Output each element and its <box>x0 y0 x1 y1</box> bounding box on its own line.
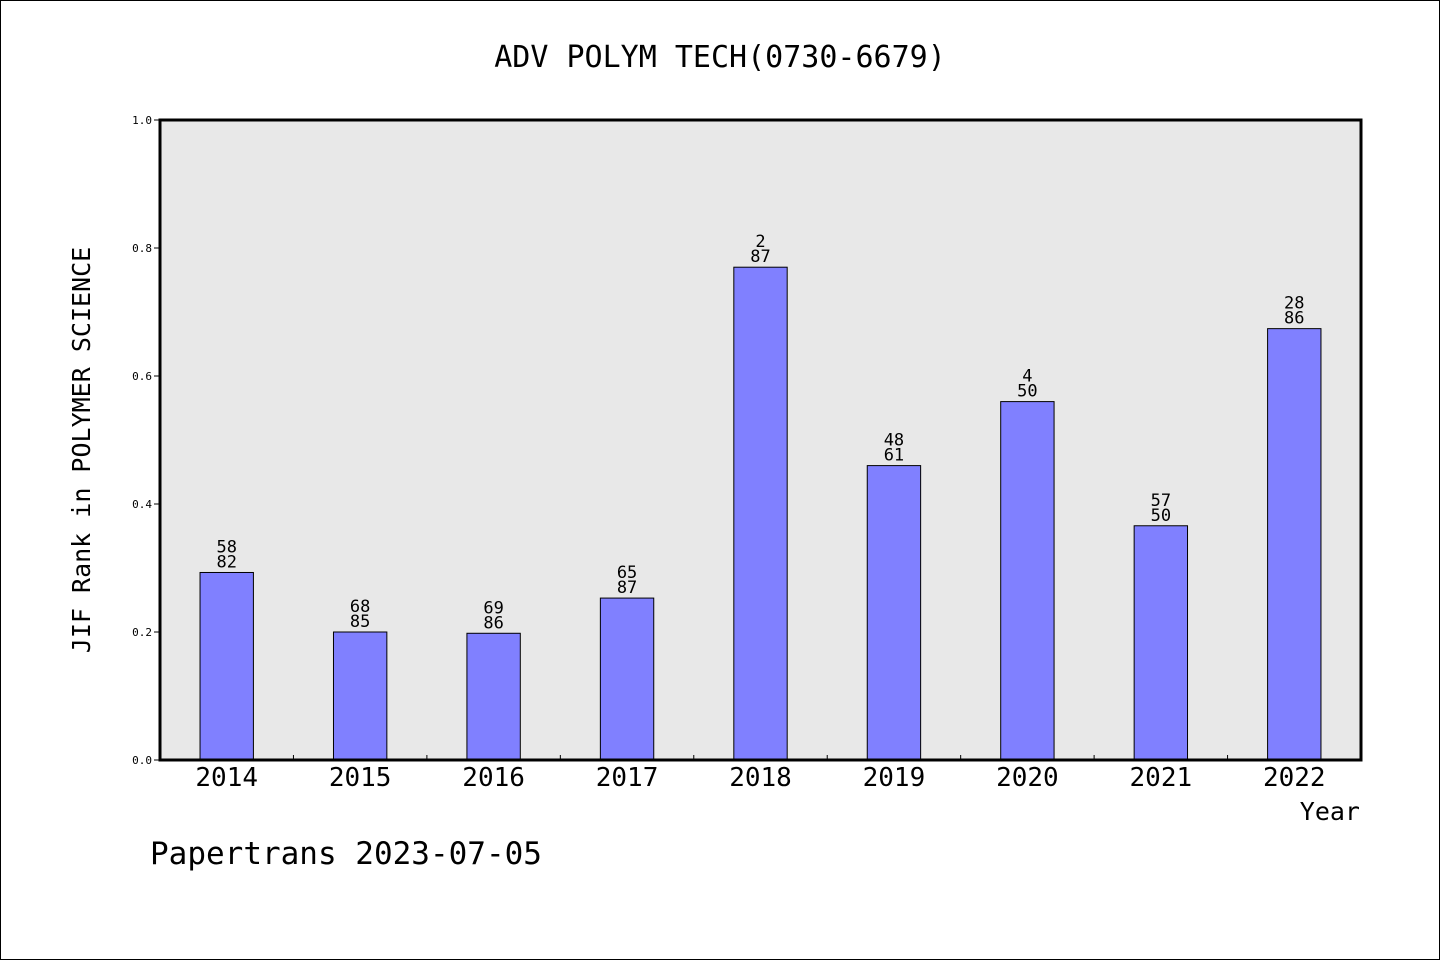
bar-2018 <box>733 266 788 761</box>
x-tick-label: 2016 <box>462 763 525 793</box>
bar-2014 <box>199 571 254 761</box>
x-tick-label: 2014 <box>195 763 258 793</box>
y-tick-label: 0.6 <box>132 370 152 383</box>
y-axis-label: JIF Rank in POLYMER SCIENCE <box>67 247 96 653</box>
bar-label-total: 82 <box>216 552 236 572</box>
bar-label-rank: 48 <box>884 431 904 451</box>
bar-label-rank: 69 <box>483 598 503 618</box>
bar-2019 <box>866 465 922 761</box>
x-tick-label: 2021 <box>1130 763 1193 793</box>
chart-title: ADV POLYM TECH(0730-6679) <box>494 40 946 75</box>
y-tick-label: 0.4 <box>132 498 152 511</box>
x-tick-label: 2022 <box>1263 763 1326 793</box>
y-axis-ticks: 0.0 0.2 0.4 0.6 0.8 1.0 <box>132 114 160 767</box>
x-axis-ticks: 2014 2015 2016 2017 2018 2019 2020 2021 2022 <box>195 755 1326 793</box>
bar-label-total: 87 <box>750 247 770 267</box>
plot-border <box>158 118 1363 762</box>
bar-label-total: 85 <box>350 612 370 632</box>
bars <box>199 266 1322 761</box>
x-tick-label: 2017 <box>596 763 659 793</box>
bar-label-rank: 28 <box>1284 294 1304 314</box>
bar-label-rank: 65 <box>617 563 637 583</box>
bar-label-total: 61 <box>884 446 904 466</box>
x-tick-label: 2020 <box>996 763 1059 793</box>
footer-credit: Papertrans 2023-07-05 <box>150 836 542 872</box>
bar-2022 <box>1267 328 1322 761</box>
x-tick-label: 2015 <box>329 763 392 793</box>
x-tick-label: 2018 <box>729 763 792 793</box>
y-tick-label: 0.2 <box>132 626 152 639</box>
bar-2016 <box>466 632 521 761</box>
bar-label-rank: 2 <box>755 232 765 252</box>
y-tick-label: 0.0 <box>132 754 152 767</box>
bar-label-rank: 58 <box>216 537 236 557</box>
x-axis-label: Year <box>1300 797 1360 826</box>
bar-label-total: 86 <box>1284 309 1304 329</box>
x-tick-label: 2019 <box>863 763 926 793</box>
bar-2021 <box>1133 525 1189 761</box>
bar-2015 <box>332 631 388 761</box>
bar-2020 <box>1000 401 1055 761</box>
bar-2017 <box>599 597 655 761</box>
bar-label-total: 87 <box>617 578 637 598</box>
bar-label-rank: 4 <box>1022 367 1032 387</box>
bar-label-rank: 68 <box>350 597 370 617</box>
bar-label-total: 50 <box>1017 382 1037 402</box>
bar-label-rank: 57 <box>1151 491 1171 511</box>
bar-label-total: 86 <box>483 613 503 633</box>
bar-label-total: 50 <box>1151 506 1171 526</box>
y-tick-label: 1.0 <box>132 114 152 127</box>
y-tick-label: 0.8 <box>132 242 152 255</box>
